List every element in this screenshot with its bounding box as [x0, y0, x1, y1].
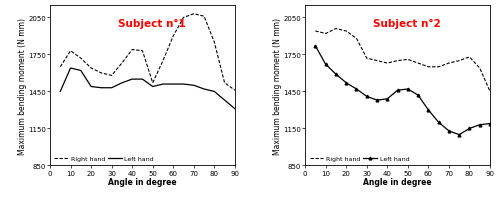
Text: Subject n°2: Subject n°2: [373, 19, 440, 29]
Text: Subject n°1: Subject n°1: [118, 19, 186, 29]
Y-axis label: Maximum bending moment (N mm): Maximum bending moment (N mm): [272, 18, 281, 154]
Legend: Right hand, Left hand: Right hand, Left hand: [53, 155, 155, 163]
X-axis label: Angle in degree: Angle in degree: [364, 177, 432, 186]
Y-axis label: Maximum bending moment (N mm): Maximum bending moment (N mm): [18, 18, 26, 154]
X-axis label: Angle in degree: Angle in degree: [108, 177, 176, 186]
Legend: Right hand, Left hand: Right hand, Left hand: [308, 155, 410, 163]
